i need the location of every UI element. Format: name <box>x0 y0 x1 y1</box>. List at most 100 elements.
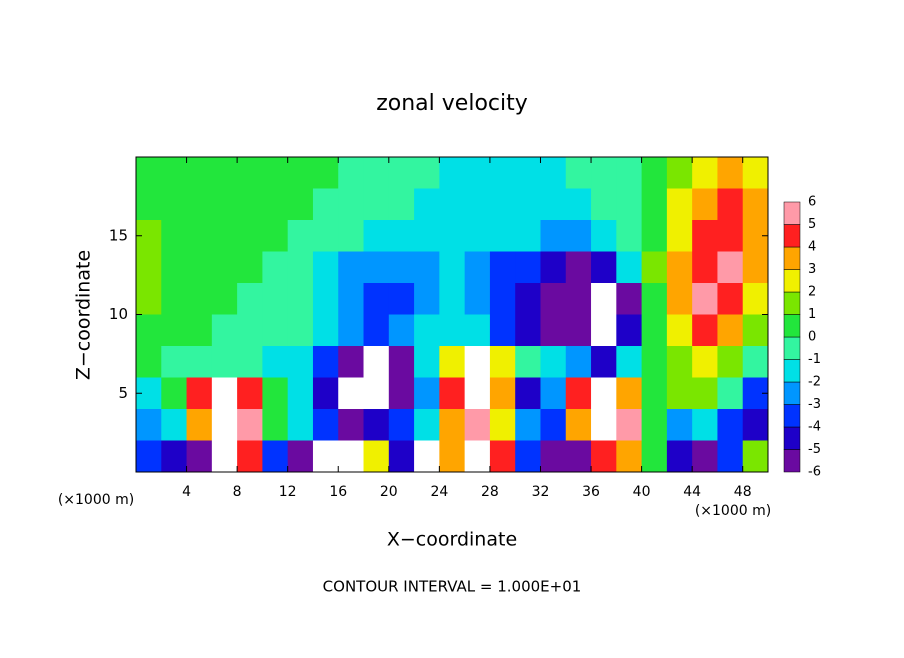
cell <box>591 283 617 315</box>
cell <box>262 377 289 410</box>
cell <box>742 251 769 284</box>
cell <box>742 157 769 189</box>
x-axis-title: X−coordinate <box>387 529 517 551</box>
cell <box>338 220 365 252</box>
cell <box>464 220 491 252</box>
cell <box>186 409 213 441</box>
cell <box>414 314 440 347</box>
cell <box>439 377 466 410</box>
cell <box>414 157 440 189</box>
cell <box>388 251 415 284</box>
cell <box>616 346 643 378</box>
cell <box>211 251 238 284</box>
cell <box>186 188 213 221</box>
cell <box>515 188 541 221</box>
colorbar-box <box>783 426 801 450</box>
x-tick-label: 4 <box>182 484 191 500</box>
cell <box>439 409 466 441</box>
cell <box>515 251 541 284</box>
cell <box>388 188 415 221</box>
cell <box>717 314 744 347</box>
cell <box>237 283 263 315</box>
cell <box>287 157 314 189</box>
cell <box>540 283 567 315</box>
cell <box>540 409 567 441</box>
cell <box>591 188 617 221</box>
cell <box>666 251 693 284</box>
cell <box>464 377 491 410</box>
colorbar-box <box>783 381 801 405</box>
cell <box>742 283 769 315</box>
cell <box>641 409 668 441</box>
cell <box>338 409 365 441</box>
cell <box>515 157 541 189</box>
cell <box>565 409 592 441</box>
cell <box>464 188 491 221</box>
cell <box>515 377 541 410</box>
cell <box>161 346 188 378</box>
cell <box>591 157 617 189</box>
cell <box>338 157 365 189</box>
cell <box>742 440 769 473</box>
cell <box>464 440 491 473</box>
cell <box>439 283 466 315</box>
cell <box>186 346 213 378</box>
cell <box>489 251 516 284</box>
colorbar-label: -2 <box>808 375 821 390</box>
cell <box>666 440 693 473</box>
cell <box>414 188 440 221</box>
colorbar-label: 4 <box>808 240 816 255</box>
cell <box>161 377 188 410</box>
cell <box>591 314 617 347</box>
cell <box>666 377 693 410</box>
y-tick-label: 10 <box>109 305 128 323</box>
colorbar-box <box>783 246 801 270</box>
cell <box>312 283 339 315</box>
cell <box>414 220 440 252</box>
cell <box>262 220 289 252</box>
cell <box>186 377 213 410</box>
cell <box>211 314 238 347</box>
cell <box>717 220 744 252</box>
cell <box>388 314 415 347</box>
cell <box>591 220 617 252</box>
cell <box>591 440 617 473</box>
cell <box>414 251 440 284</box>
cell <box>161 157 188 189</box>
x-tick-label: 24 <box>430 484 448 500</box>
cell <box>161 283 188 315</box>
colorbar-label: -5 <box>808 442 821 457</box>
colorbar-box <box>783 449 801 473</box>
cell <box>666 346 693 378</box>
cell <box>338 346 365 378</box>
cell <box>439 188 466 221</box>
cell <box>136 440 162 473</box>
cell <box>464 157 491 189</box>
cell <box>262 157 289 189</box>
cell <box>237 220 263 252</box>
cell <box>489 377 516 410</box>
cell <box>211 440 238 473</box>
cell <box>489 346 516 378</box>
cell <box>136 251 162 284</box>
cell <box>742 409 769 441</box>
cell <box>262 440 289 473</box>
cell <box>388 220 415 252</box>
cell <box>540 157 567 189</box>
cell <box>312 314 339 347</box>
cell <box>464 409 491 441</box>
cell <box>666 157 693 189</box>
cell <box>363 377 390 410</box>
cell <box>616 188 643 221</box>
cell <box>363 251 390 284</box>
cell <box>717 377 744 410</box>
cell <box>388 283 415 315</box>
cell <box>237 157 263 189</box>
cell <box>515 283 541 315</box>
cell <box>161 409 188 441</box>
cell <box>464 251 491 284</box>
cell <box>489 220 516 252</box>
x-tick-label: 28 <box>481 484 499 500</box>
cell <box>363 314 390 347</box>
cell <box>211 377 238 410</box>
